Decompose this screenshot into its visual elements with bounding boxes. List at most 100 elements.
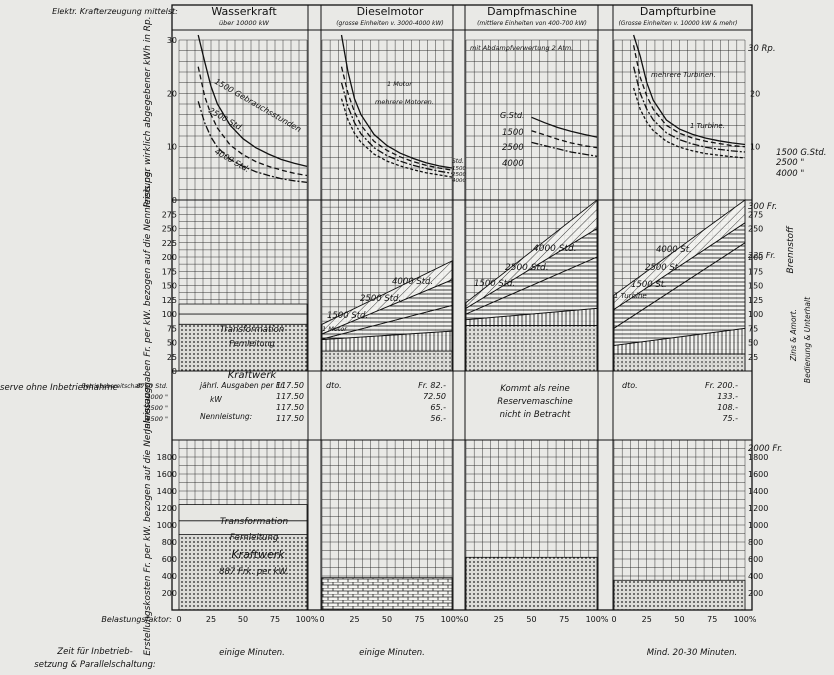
reserve-hours: 8760 Std. 4000 " 2500 " 1500 " [137, 382, 168, 423]
reserve-value: Fr. 82.- [418, 381, 446, 390]
price-curve-2-0 [531, 116, 598, 138]
row-label-construction: Erstellungskosten Fr. per kW. bezogen au… [143, 384, 153, 655]
y-tick-label: 50 [167, 339, 177, 348]
steam-note: mit Abdampfverwertung 2 Atm. [470, 44, 573, 52]
annual-band-1-0 [321, 350, 453, 372]
price-curve-3-0 [632, 34, 746, 146]
header-sub-diesel: (grosse Einheiten v. 3000-4000 kW) [336, 20, 444, 27]
x-tick-label: 75 [414, 615, 424, 624]
frames [171, 4, 753, 611]
x-tick-label: 25 [642, 615, 652, 624]
reserve-water-label-3: Nennleistung: [200, 412, 252, 421]
right-label-2500: 2500 " [776, 158, 804, 168]
x-tick-labels: 0 25 50 75 100% 0 25 50 75 100% 0 25 50 75 100% 0 25 50 75… [176, 615, 756, 624]
cons-bar-2 [465, 556, 598, 611]
reserve-water-values: 117.50 117.50 117.50 117.50 [276, 381, 304, 423]
header-row-label-1: Elektr. Krafterzeugung mittelst: [52, 7, 178, 16]
price-curve-3-2 [632, 66, 746, 153]
water-transformation: Transformation [220, 325, 285, 335]
reserve-turbine-values: Fr. 200.- 133.- 108.- 75.- [705, 381, 738, 423]
y-tick-label: 1400 [157, 487, 177, 496]
y-tick-label: 10 [750, 143, 760, 152]
y-tick-label: 1800 [157, 453, 177, 462]
x-tick-label: 25 [494, 615, 504, 624]
y-tick-label: 200 [748, 589, 763, 598]
y-tick-label: 100 [748, 310, 763, 319]
cons-bar-3 [613, 579, 746, 611]
steam-hours-4000: 4000 [502, 159, 524, 169]
row-label-price: Preis per wirklich abgegebener kWh in Rp… [143, 16, 153, 207]
annual-band-1-4 [321, 260, 453, 335]
water-fernleitung: Fernleitung [229, 339, 275, 348]
y-tick-label: 25 [167, 353, 177, 362]
x-tick-label: 0 [611, 615, 616, 624]
annual-band-2-0 [465, 324, 598, 372]
price-curve-3-1 [632, 45, 746, 148]
header-sub-turbine: (Grosse Einheiten v. 10000 kW & mehr) [618, 20, 737, 27]
water-curve-4000: 4000 Std. [213, 147, 251, 174]
annual-turbine-one: 1 Turbine [614, 292, 647, 300]
y-tick-label: 600 [748, 555, 763, 564]
steam-hours-title: G.Std. [500, 111, 525, 120]
reserve-value: 72.50 [423, 392, 446, 401]
reserve-value: 65.- [430, 403, 446, 412]
annual-turbine-1500: 1500 St. [631, 280, 667, 290]
reserve-steam-1: Kommt als reine [500, 384, 569, 394]
x-tick-label: 0 [319, 615, 324, 624]
y-tick-label: 250 [748, 225, 763, 234]
one-turbine-label: 1 Turbine. [690, 122, 725, 130]
header-sub-water: über 10000 kW [219, 19, 269, 27]
y-tick-label: 20 [750, 89, 760, 98]
y-tick-label: 0 [172, 196, 177, 205]
annual-steam-2500: 2500 Std. [505, 263, 549, 273]
annual-diesel-4000: 4000 Std. [392, 277, 433, 287]
startup-label-1: Zeit für Inbetrieb- [56, 647, 132, 657]
y-tick-label: 1800 [748, 453, 768, 462]
y-tick-label: 75 [167, 324, 177, 333]
reserve-value: 108.- [717, 403, 738, 412]
reserve-hour: 1500 " [146, 415, 168, 423]
price-unit: 30 Rp. [748, 44, 776, 54]
reserve-hour: 2500 " [146, 404, 168, 412]
y-tick-label: 75 [748, 324, 758, 333]
y-tick-label: 150 [748, 282, 763, 291]
price-curve-1-1 [340, 66, 453, 171]
reserve-value: Fr. 200.- [705, 381, 738, 390]
price-curve-1-0 [340, 34, 453, 169]
x-tick-label: 50 [674, 615, 684, 624]
fills [178, 199, 746, 611]
y-tick-label: 125 [748, 296, 763, 305]
price-curve-2-2 [531, 141, 598, 157]
reserve-value: 117.50 [276, 414, 304, 423]
multi-turbines-label: mehrere Turbinen. [651, 71, 716, 79]
annual-unit: 300 Fr. [748, 202, 777, 212]
x-tick-label: 100% [441, 615, 464, 624]
diesel-std-1500: 1500 [452, 166, 466, 172]
ticks: 0 10 20 30 0 25 50 75 100 125 150 175 200 225 250 275 25… [157, 36, 769, 598]
curves [197, 34, 746, 184]
x-tick-label: 100% [296, 615, 319, 624]
y-tick-label: 600 [162, 555, 177, 564]
reserve-value: 117.50 [276, 392, 304, 401]
header-title-diesel: Dieselmotor [357, 5, 424, 18]
right-label-1500: 1500 G.Std. [776, 148, 826, 158]
reserve-turbine-label: dto. [622, 381, 638, 390]
y-tick-label: 10 [167, 143, 177, 152]
x-tick-label: 100% [734, 615, 757, 624]
bedienung-label: Bedienung & Unterhalt [803, 296, 812, 383]
reserve-hour: 8760 Std. [137, 382, 168, 390]
price-curve-0-1 [197, 66, 308, 177]
annual-diesel-1500: 1500 Std. [327, 311, 368, 321]
multi-motors-label: mehrere Motoren. [375, 98, 434, 106]
y-tick-label: 1600 [748, 470, 768, 479]
x-tick-label: 50 [382, 615, 392, 624]
y-tick-label: 200 [162, 253, 177, 262]
y-tick-label: 250 [162, 225, 177, 234]
diesel-std-2500: 2500 [452, 172, 466, 178]
x-tick-label: 25 [349, 615, 359, 624]
price-curve-1-2 [340, 82, 453, 174]
price-curve-1-3 [340, 98, 453, 178]
water-curve-2500: 2500 Std. [207, 106, 245, 133]
startup-label-2: setzung & Parallelschaltung: [34, 660, 156, 670]
